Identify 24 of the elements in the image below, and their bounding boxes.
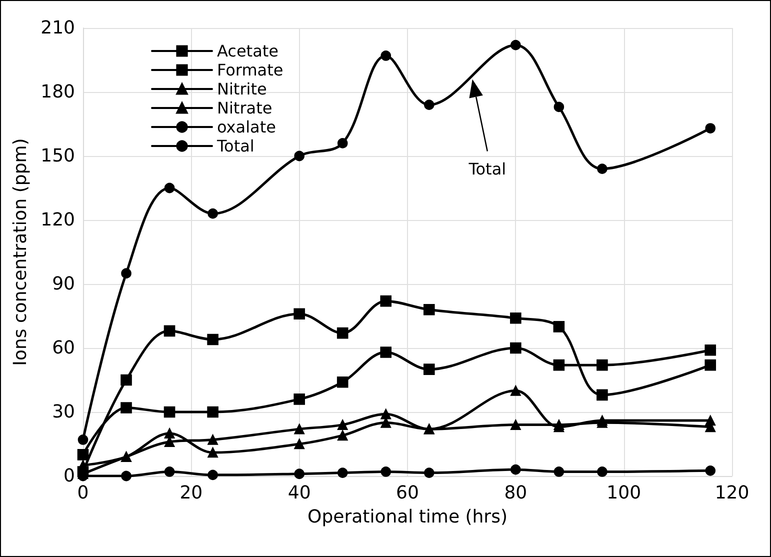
- y-tick-label: 120: [40, 210, 75, 230]
- x-tick-label: 120: [714, 482, 750, 504]
- legend-label: Nitrite: [217, 80, 267, 98]
- y-tick-label: 60: [52, 338, 75, 358]
- y-tick-label: 0: [64, 466, 75, 486]
- legend-label: Nitrate: [217, 98, 272, 118]
- y-tick-label: 180: [40, 82, 75, 102]
- legend-label: Formate: [217, 60, 284, 80]
- legend-label: Total: [216, 136, 254, 156]
- x-tick-label: 80: [504, 482, 528, 504]
- x-tick-label: 40: [288, 482, 311, 504]
- y-tick-label: 90: [52, 274, 75, 294]
- x-axis-title: Operational time (hrs): [308, 506, 508, 528]
- legend-label: Acetate: [217, 42, 278, 60]
- x-tick-label: 60: [396, 482, 419, 504]
- y-tick-label: 210: [40, 18, 75, 38]
- x-tick-label: 0: [77, 482, 89, 504]
- x-tick-label: 100: [606, 482, 642, 504]
- y-tick-label: 30: [52, 402, 75, 422]
- x-tick-label: 20: [180, 482, 203, 504]
- legend-label: oxalate: [217, 118, 276, 136]
- y-tick-label: 150: [40, 146, 75, 166]
- annotation: Total: [464, 158, 510, 181]
- y-axis-title: Ions concentration (ppm): [10, 138, 32, 366]
